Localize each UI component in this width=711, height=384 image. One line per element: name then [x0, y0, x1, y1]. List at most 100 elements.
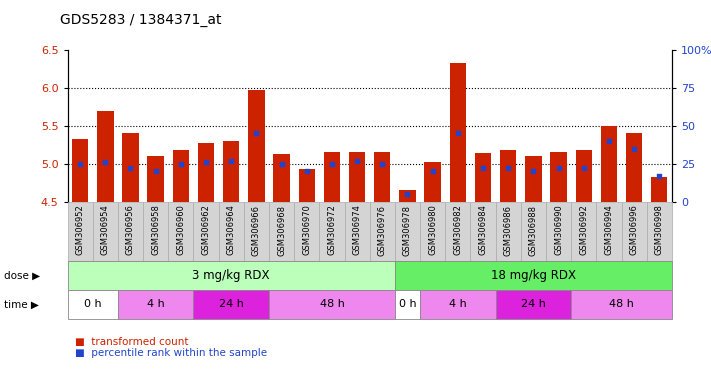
Bar [299, 169, 315, 202]
Bar [651, 177, 668, 202]
Bar [198, 143, 214, 202]
Text: 48 h: 48 h [609, 299, 634, 310]
Point [225, 157, 237, 164]
Bar [244, 202, 269, 261]
Point [503, 165, 514, 171]
Bar [143, 202, 169, 261]
Bar [424, 162, 441, 202]
Point [629, 146, 640, 152]
Bar [525, 156, 542, 202]
Text: GSM306998: GSM306998 [655, 205, 664, 255]
Text: GSM306980: GSM306980 [428, 205, 437, 255]
Text: 24 h: 24 h [219, 299, 244, 310]
Point [150, 168, 161, 174]
Bar [345, 202, 370, 261]
Bar [223, 141, 240, 202]
Bar [475, 153, 491, 202]
Text: GSM306954: GSM306954 [101, 205, 109, 255]
Point [301, 168, 312, 174]
Text: GSM306986: GSM306986 [503, 205, 513, 256]
Bar [122, 133, 139, 202]
Bar [169, 202, 193, 261]
Text: GSM306992: GSM306992 [579, 205, 588, 255]
Point [125, 165, 137, 171]
Bar [597, 202, 621, 261]
Text: GSM306962: GSM306962 [201, 205, 210, 255]
Text: GSM306976: GSM306976 [378, 205, 387, 256]
Point [377, 161, 388, 167]
Text: GSM306994: GSM306994 [604, 205, 614, 255]
Text: GSM306984: GSM306984 [479, 205, 488, 255]
Bar [219, 202, 244, 261]
Point [251, 130, 262, 136]
Bar [471, 202, 496, 261]
Text: 4 h: 4 h [449, 299, 466, 310]
Bar [496, 202, 520, 261]
Bar [420, 202, 445, 261]
Text: GSM306966: GSM306966 [252, 205, 261, 256]
Text: GSM306996: GSM306996 [630, 205, 638, 255]
Bar [449, 63, 466, 202]
Bar [324, 152, 340, 202]
Point [75, 161, 86, 167]
Bar [370, 202, 395, 261]
Point [276, 161, 287, 167]
Point [427, 168, 439, 174]
Bar [576, 150, 592, 202]
Text: 4 h: 4 h [146, 299, 164, 310]
Text: GSM306952: GSM306952 [75, 205, 85, 255]
Text: 18 mg/kg RDX: 18 mg/kg RDX [491, 269, 576, 282]
Bar [274, 154, 290, 202]
Bar [92, 202, 118, 261]
Bar [97, 111, 114, 202]
Bar [546, 202, 571, 261]
Bar [374, 152, 390, 202]
Bar [118, 202, 143, 261]
Text: 3 mg/kg RDX: 3 mg/kg RDX [193, 269, 270, 282]
Text: GSM306968: GSM306968 [277, 205, 286, 256]
Text: GSM306964: GSM306964 [227, 205, 236, 255]
Bar [68, 202, 92, 261]
Bar [147, 156, 164, 202]
Bar [445, 202, 471, 261]
Bar [601, 126, 617, 202]
Point [201, 159, 212, 165]
Bar [571, 202, 597, 261]
Text: GDS5283 / 1384371_at: GDS5283 / 1384371_at [60, 13, 222, 27]
Text: GSM306988: GSM306988 [529, 205, 538, 256]
Text: dose ▶: dose ▶ [4, 270, 40, 281]
Text: GSM306960: GSM306960 [176, 205, 186, 255]
Bar [72, 139, 88, 202]
Bar [193, 202, 219, 261]
Bar [269, 202, 294, 261]
Text: 24 h: 24 h [521, 299, 546, 310]
Bar [621, 202, 647, 261]
Point [452, 130, 464, 136]
Point [603, 138, 614, 144]
Text: ■  percentile rank within the sample: ■ percentile rank within the sample [75, 348, 267, 358]
Bar [626, 133, 642, 202]
Text: 48 h: 48 h [319, 299, 344, 310]
Text: 0 h: 0 h [399, 299, 417, 310]
Point [653, 173, 665, 179]
Point [553, 165, 565, 171]
Text: GSM306990: GSM306990 [554, 205, 563, 255]
Point [326, 161, 338, 167]
Bar [395, 202, 420, 261]
Bar [173, 150, 189, 202]
Text: time ▶: time ▶ [4, 299, 38, 310]
Bar [520, 202, 546, 261]
Text: GSM306956: GSM306956 [126, 205, 135, 255]
Text: GSM306958: GSM306958 [151, 205, 160, 255]
Bar [550, 152, 567, 202]
Text: GSM306972: GSM306972 [328, 205, 336, 255]
Text: GSM306978: GSM306978 [403, 205, 412, 256]
Bar [294, 202, 319, 261]
Bar [319, 202, 345, 261]
Point [100, 159, 111, 165]
Bar [647, 202, 672, 261]
Text: 0 h: 0 h [84, 299, 102, 310]
Bar [349, 152, 365, 202]
Point [578, 165, 589, 171]
Text: GSM306974: GSM306974 [353, 205, 362, 255]
